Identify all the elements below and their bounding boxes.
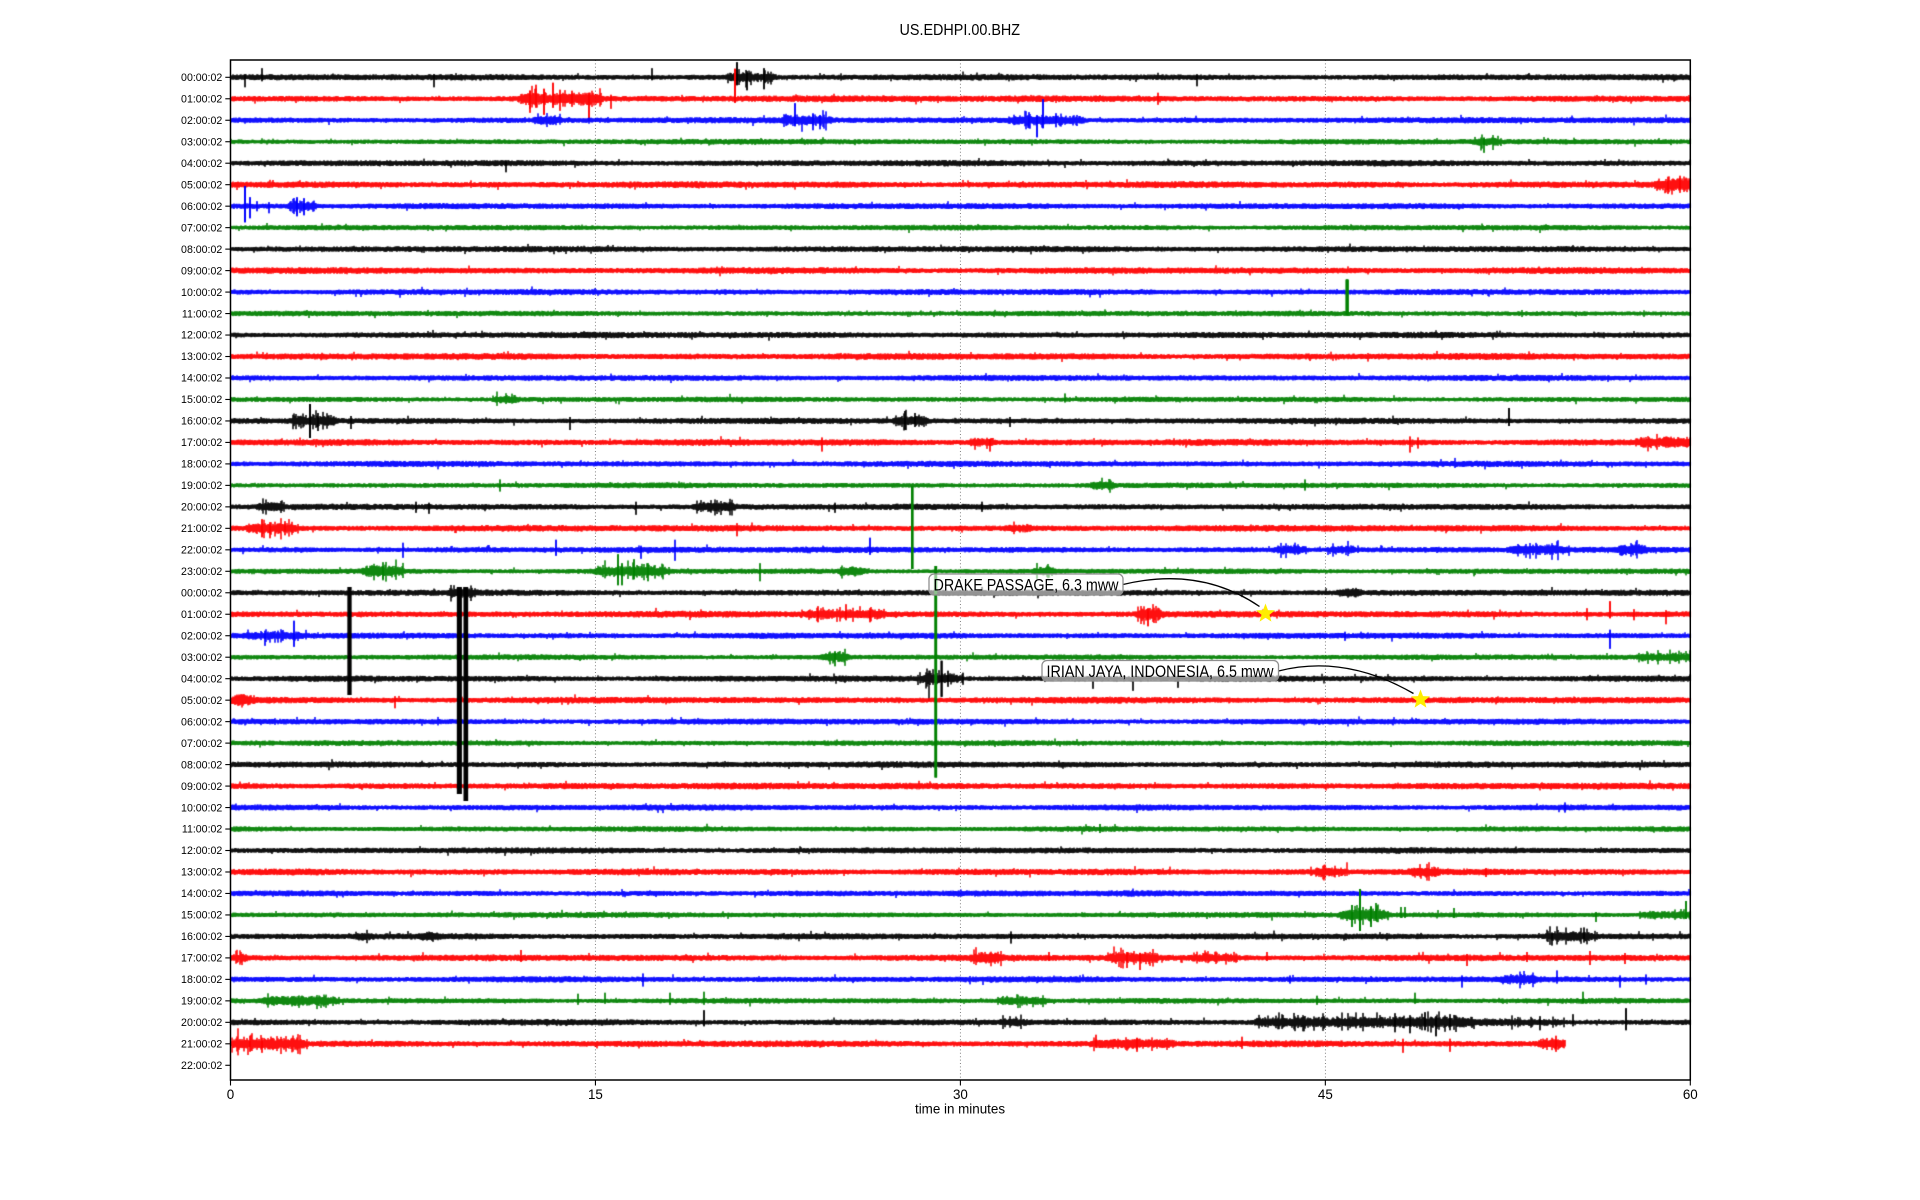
svg-text:DRAKE PASSAGE, 6.3 mww: DRAKE PASSAGE, 6.3 mww (934, 577, 1119, 595)
svg-text:IRIAN JAYA, INDONESIA, 6.5 mww: IRIAN JAYA, INDONESIA, 6.5 mww (1047, 663, 1274, 681)
